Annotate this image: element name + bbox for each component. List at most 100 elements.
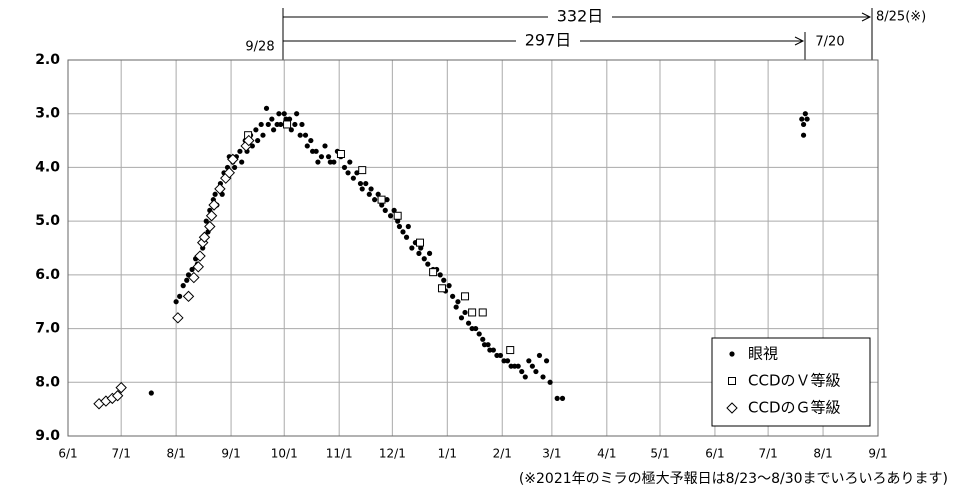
point [461, 292, 470, 301]
x-tick-label: 9/1 [221, 447, 240, 461]
point [437, 284, 446, 293]
point [304, 143, 310, 149]
point [400, 229, 406, 235]
legend-marker [726, 402, 738, 414]
point [529, 363, 535, 369]
x-tick-label: 8/1 [166, 447, 185, 461]
point [347, 159, 353, 165]
point [269, 116, 275, 122]
point [357, 180, 364, 187]
point [468, 308, 477, 317]
legend-marker [729, 351, 735, 357]
point [504, 358, 511, 364]
point [345, 170, 351, 176]
point [255, 137, 261, 144]
x-tick-label: 7/1 [758, 447, 777, 461]
point [184, 277, 190, 283]
annotation: 8/25(※) [876, 10, 926, 25]
point [425, 261, 431, 267]
point [265, 121, 271, 128]
x-tick-label: 12/1 [379, 447, 406, 461]
point [336, 150, 345, 158]
point [387, 213, 394, 219]
point [198, 231, 211, 243]
x-tick-label: 9/1 [868, 447, 887, 461]
point [416, 238, 425, 247]
x-tick-label: 8/1 [813, 447, 832, 461]
point [446, 283, 452, 289]
point [465, 320, 472, 326]
point [260, 132, 266, 138]
point [194, 250, 206, 262]
point [363, 180, 369, 187]
point [177, 293, 183, 299]
point [208, 199, 220, 211]
point [802, 111, 808, 117]
point [799, 116, 805, 122]
point [271, 127, 277, 133]
annotation: 7/20 [815, 35, 844, 50]
x-tick-label: 5/1 [650, 447, 669, 461]
point [418, 245, 424, 251]
point [519, 368, 525, 375]
point [384, 197, 390, 203]
point [297, 132, 303, 138]
point [366, 191, 372, 197]
point [409, 245, 415, 251]
y-tick-label: 7.0 [35, 321, 60, 337]
legend-box [711, 337, 871, 427]
legend-marker [728, 377, 736, 385]
point [437, 272, 443, 278]
point [331, 159, 337, 165]
point [506, 346, 515, 355]
point [554, 395, 560, 401]
legend-label: 眼視 [748, 345, 778, 363]
annotation: 332日 [557, 7, 604, 26]
point [515, 363, 521, 369]
annotation: 9/28 [245, 40, 274, 55]
point [318, 154, 325, 160]
point [263, 105, 270, 111]
point [111, 390, 124, 402]
point [453, 304, 459, 310]
point [441, 277, 447, 283]
point [283, 120, 292, 129]
x-tick-label: 3/1 [542, 447, 561, 461]
point [490, 347, 496, 353]
point [359, 186, 365, 192]
point [239, 159, 245, 165]
x-tick-label: 6/1 [705, 447, 724, 461]
point [526, 358, 532, 364]
point [462, 309, 468, 316]
point [476, 331, 482, 337]
y-tick-label: 2.0 [35, 52, 60, 68]
point [559, 395, 566, 401]
point [172, 312, 184, 324]
footnote: (※2021年のミラの極大予報日は8/23～8/30までいろいろあります) [519, 471, 948, 487]
point [379, 202, 385, 208]
point [405, 223, 411, 230]
point [315, 159, 321, 165]
point [189, 266, 195, 273]
point [354, 170, 360, 176]
point [223, 167, 235, 179]
point [288, 127, 294, 133]
point [188, 271, 200, 284]
annotation-lines [282, 8, 873, 60]
point [478, 308, 487, 317]
point [115, 381, 127, 394]
point [804, 116, 810, 122]
point [497, 352, 504, 359]
point [450, 293, 456, 299]
point [455, 299, 461, 305]
point [800, 121, 807, 128]
point [522, 374, 528, 380]
point [232, 164, 238, 171]
point [227, 153, 239, 166]
point [473, 325, 479, 332]
y-tick-label: 8.0 [35, 374, 60, 390]
y-tick-label: 6.0 [35, 267, 60, 283]
point [393, 211, 402, 220]
x-tick-label: 11/1 [326, 447, 353, 461]
